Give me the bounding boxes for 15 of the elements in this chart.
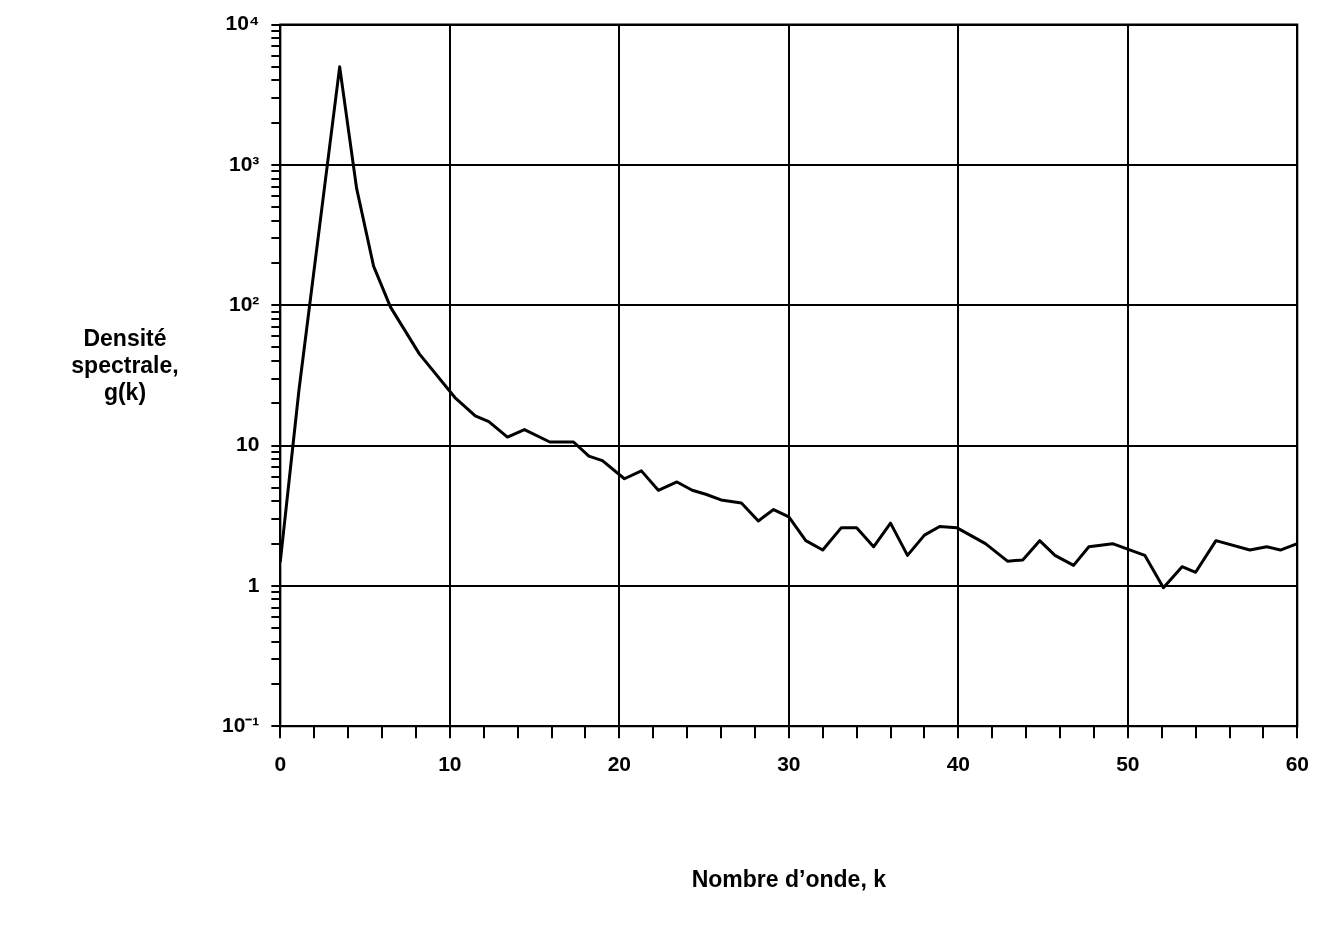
x-tick-label: 40 (946, 751, 971, 775)
y-tick-label: 10⁻¹ (221, 713, 260, 736)
y-tick-label: 10⁴ (225, 11, 260, 35)
x-tick-label: 60 (1285, 751, 1309, 775)
y-axis-title: Densité spectrale, g(k) (70, 325, 180, 406)
y-tick-label: 1 (247, 572, 260, 596)
x-tick-label: 10 (438, 751, 462, 775)
x-axis-title: Nombre d’onde, k (691, 865, 887, 892)
x-tick-label: 50 (1116, 751, 1140, 775)
x-tick-label: 20 (607, 751, 632, 775)
y-tick-label: 10 (235, 432, 260, 456)
y-tick-label: 10² (228, 292, 260, 316)
x-tick-label: 0 (274, 751, 287, 775)
x-tick-label: 30 (777, 751, 801, 775)
y-tick-label: 10³ (228, 151, 260, 175)
